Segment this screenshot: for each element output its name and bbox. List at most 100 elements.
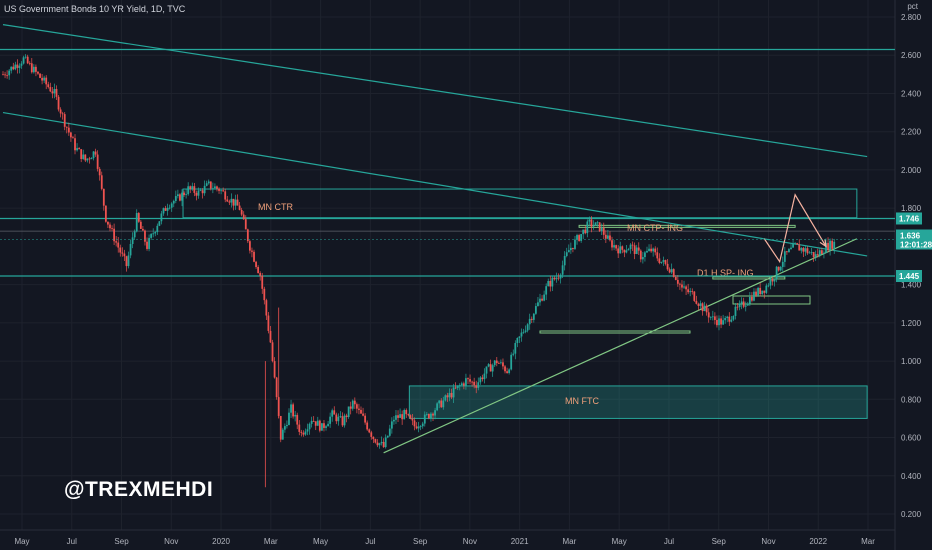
candle-body: [567, 250, 570, 253]
candle-body: [351, 400, 354, 409]
candle-body: [744, 305, 747, 307]
candle-body: [22, 57, 25, 64]
candle-body: [292, 404, 295, 417]
candle-body: [255, 261, 257, 267]
candle-body: [718, 318, 720, 326]
candle-body: [92, 151, 95, 159]
candle-body: [144, 230, 146, 242]
candle-body: [703, 305, 706, 312]
candle-body: [825, 242, 827, 253]
candle-body: [24, 56, 27, 58]
x-tick-label: Sep: [712, 537, 727, 546]
candle-body: [39, 73, 41, 78]
candle-body: [51, 91, 54, 94]
candle-body: [281, 429, 284, 440]
candle-body: [664, 260, 667, 264]
y-tick-label: 1.800: [901, 204, 922, 213]
candle-body: [615, 245, 618, 249]
candle-body: [730, 319, 733, 322]
candle-body: [358, 408, 360, 410]
candle-body: [67, 127, 70, 133]
candle-body: [427, 413, 430, 419]
candle-body: [781, 261, 784, 267]
candle-body: [547, 280, 550, 287]
candle-body: [629, 244, 632, 250]
candle-body: [337, 416, 340, 422]
candle-body: [771, 279, 774, 282]
candle-body: [722, 320, 725, 325]
candle-body: [183, 192, 185, 196]
candle-body: [154, 231, 157, 234]
candle-body: [798, 244, 801, 251]
candle-body: [308, 423, 311, 430]
candle-body: [57, 96, 60, 110]
candle-body: [701, 303, 704, 312]
candle-body: [353, 400, 356, 405]
candle-body: [518, 336, 521, 338]
candle-body: [88, 158, 91, 160]
candle-body: [777, 266, 780, 271]
candle-body: [596, 222, 599, 224]
candle-body: [713, 316, 716, 320]
candle-body: [209, 181, 212, 189]
candle-body: [76, 148, 78, 151]
candle-body: [115, 241, 118, 243]
candle-body: [658, 258, 661, 263]
candle-body: [111, 228, 113, 230]
candle-body: [207, 181, 210, 184]
y-tick-label: 0.800: [901, 395, 922, 404]
candle-body: [514, 343, 517, 354]
candle-body: [228, 201, 231, 203]
y-tick-label: 2.400: [901, 89, 922, 98]
candle-body: [407, 414, 410, 416]
candle-body: [314, 421, 317, 426]
candle-body: [707, 312, 710, 318]
candle-body: [211, 188, 214, 190]
candle-body: [290, 404, 292, 413]
candle-body: [734, 306, 737, 316]
candle-body: [104, 205, 107, 222]
candle-body: [504, 366, 506, 372]
candle-body: [401, 414, 404, 420]
candle-body: [613, 245, 615, 248]
candle-body: [176, 194, 179, 197]
candle-body: [109, 224, 111, 229]
candle-body: [2, 74, 4, 76]
candle-body: [495, 360, 498, 364]
candle-body: [430, 413, 432, 419]
candle-body: [670, 269, 673, 273]
x-tick-label: Jul: [67, 537, 77, 546]
candle-body: [502, 362, 504, 367]
candle-body: [440, 400, 443, 408]
candle-body: [534, 306, 537, 314]
x-tick-label: 2020: [212, 537, 230, 546]
candle-body: [343, 415, 346, 426]
candle-body: [20, 63, 23, 66]
candle-body: [300, 431, 303, 433]
candle-body: [421, 423, 424, 427]
candle-body: [467, 378, 469, 380]
candle-body: [246, 229, 249, 242]
candle-body: [368, 429, 371, 433]
candle-body: [378, 443, 381, 446]
candle-body: [360, 409, 362, 414]
candle-body: [16, 64, 19, 68]
candle-body: [335, 414, 338, 422]
candle-body: [131, 237, 134, 244]
candle-body: [179, 194, 181, 201]
candle-body: [269, 330, 272, 343]
candle-body: [244, 219, 247, 230]
candle-body: [831, 240, 834, 249]
candle-body: [261, 275, 264, 289]
candle-body: [329, 416, 332, 424]
candle-body: [510, 354, 513, 370]
candle-body: [699, 303, 702, 306]
candle-body: [458, 385, 461, 386]
x-tick-label: Nov: [761, 537, 775, 546]
candle-body: [462, 383, 465, 386]
candle-body: [625, 250, 628, 253]
candle-body: [689, 291, 692, 293]
candle-body: [545, 286, 548, 295]
candle-body: [623, 249, 626, 253]
